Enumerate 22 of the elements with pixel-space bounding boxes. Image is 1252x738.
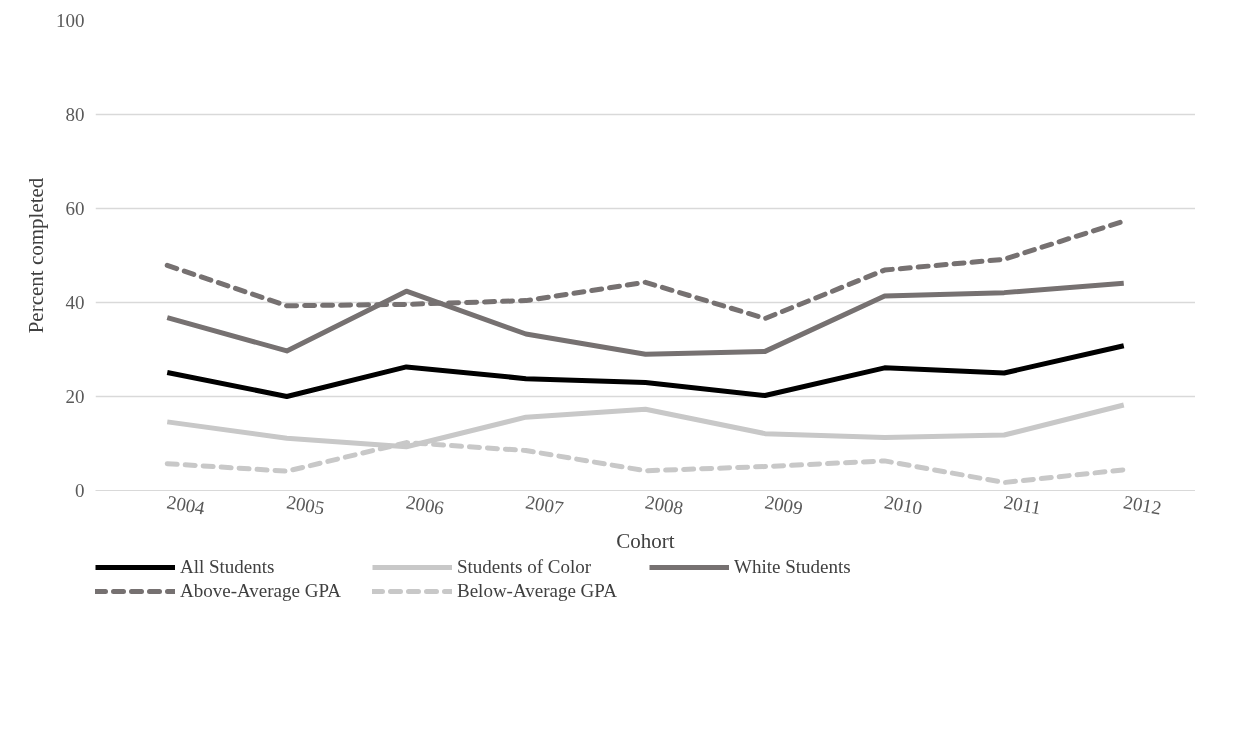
x-tick-label: 2011: [1002, 491, 1043, 519]
y-tick-label: 20: [65, 386, 85, 407]
y-tick-label: 40: [65, 292, 85, 313]
y-tick-label: 80: [65, 104, 85, 125]
y-axis-title: Percent completed: [24, 177, 48, 334]
x-tick-label: 2009: [763, 491, 805, 519]
x-tick-label: 2006: [404, 491, 446, 519]
y-tick-label: 100: [56, 10, 85, 31]
x-tick-label: 2008: [643, 491, 685, 519]
legend-label: All Students: [180, 556, 276, 578]
x-axis-title: Cohort: [616, 529, 675, 554]
x-tick-label: 2012: [1121, 491, 1164, 519]
y-tick-label: 60: [65, 198, 85, 219]
legend-label: Students of Color: [457, 556, 593, 578]
legend-label: White Students: [734, 556, 852, 578]
x-tick-label: 2004: [165, 491, 207, 519]
legend-label: Above-Average GPA: [180, 580, 342, 602]
x-tick-label: 2007: [524, 491, 566, 519]
y-tick-label: 0: [75, 480, 85, 501]
x-tick-label: 2010: [882, 491, 924, 519]
legend-label: Below-Average GPA: [457, 580, 618, 602]
x-tick-label: 2005: [284, 491, 327, 519]
